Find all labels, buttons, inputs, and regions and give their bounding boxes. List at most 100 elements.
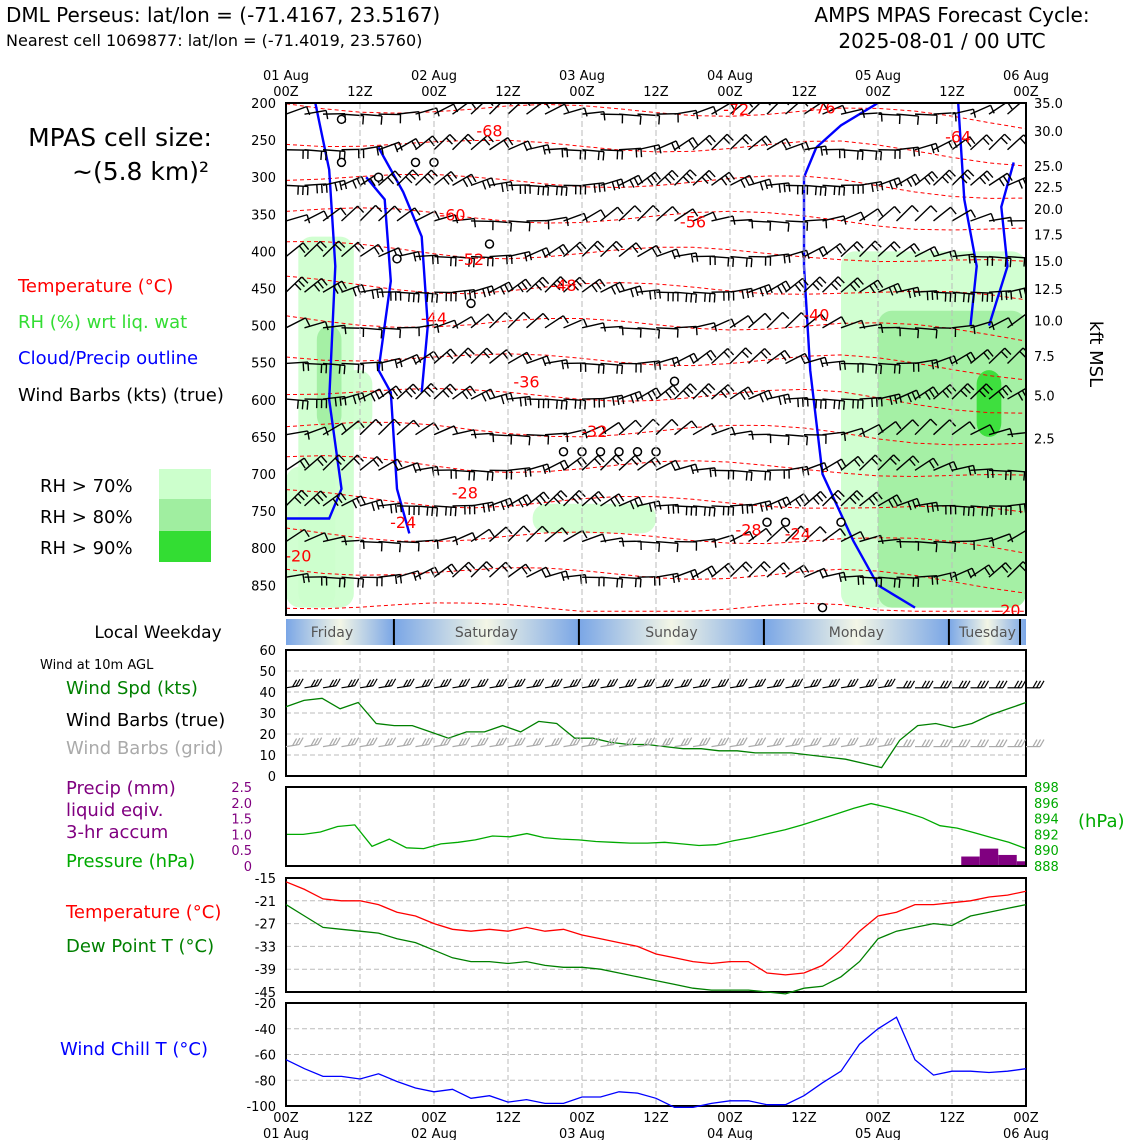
wind-barb xyxy=(341,205,365,222)
wind-barb-staff xyxy=(748,312,766,329)
wind-barb-feather xyxy=(720,390,728,399)
wind-barb-feather xyxy=(454,214,459,224)
wind-barb xyxy=(970,134,994,151)
barb-feather xyxy=(720,737,726,746)
wind-barb-staff xyxy=(378,502,401,507)
wind-barb-feather xyxy=(489,103,494,107)
wind-barb-staff xyxy=(378,573,401,578)
wind-barb xyxy=(618,362,642,373)
wind-barb-feather xyxy=(664,176,672,184)
wind-barb-feather xyxy=(747,315,754,324)
wind-barb-feather xyxy=(984,567,991,576)
wind-barb-staff xyxy=(396,383,414,400)
wind-barb-feather xyxy=(316,458,324,467)
wind-barb-feather xyxy=(701,389,709,398)
wind-barb-staff xyxy=(526,433,549,437)
wind10m-barb-true xyxy=(415,678,434,689)
wind-barb-staff xyxy=(951,351,972,365)
wind-barb-feather xyxy=(983,352,990,360)
wind-barb-feather xyxy=(825,219,828,229)
wind-barb-feather xyxy=(672,384,680,393)
wind10m-barb-true xyxy=(507,678,526,689)
weekday-strip: Friday Saturday Sunday Monday Tuesday xyxy=(286,619,1026,645)
wind-barb-staff xyxy=(489,254,512,258)
wind-barb xyxy=(970,170,994,186)
wind10m-barb-true xyxy=(563,678,582,689)
wind-barb-feather xyxy=(523,525,531,533)
wind-barb-feather xyxy=(307,573,310,583)
wind-barb-feather xyxy=(695,326,698,336)
wind-barb-feather xyxy=(343,151,346,161)
wind-barb xyxy=(581,490,605,507)
wind-barb-feather xyxy=(616,180,621,190)
barb-feather xyxy=(409,737,415,745)
wind-barb-staff xyxy=(951,567,973,578)
kft-tick-label: 15.0 xyxy=(1034,255,1063,270)
wind-barb-feather xyxy=(689,383,697,391)
wind-barb-staff xyxy=(507,395,530,400)
wind-barb xyxy=(674,109,699,120)
wind-barb-feather xyxy=(453,425,459,435)
wind-barb-staff xyxy=(803,184,826,188)
temp-contour-label: -32 xyxy=(581,422,607,441)
kft-tick-label: 22.5 xyxy=(1034,181,1063,196)
wind-barb-staff xyxy=(877,113,901,116)
barb-feather xyxy=(965,680,971,689)
wind-barb-feather xyxy=(635,242,643,251)
wind-barb-feather xyxy=(879,365,883,375)
wind-barb-staff xyxy=(526,247,547,258)
wind-barb-feather xyxy=(1029,287,1031,296)
wind-barb xyxy=(840,277,864,293)
wind-barb-staff xyxy=(1007,387,1026,400)
wind-barb xyxy=(729,174,755,188)
wind-barb xyxy=(803,462,829,473)
temp-contour-label: -48 xyxy=(550,276,576,295)
barb-feather xyxy=(687,678,693,687)
wind10m-barb-true xyxy=(359,678,378,689)
barb-feather xyxy=(421,738,427,746)
barb-feather xyxy=(384,738,390,746)
wind-barb xyxy=(489,561,513,578)
wind-barb xyxy=(563,107,588,117)
wind-barb-feather xyxy=(1006,172,1013,182)
pressure-tick-label: 700 xyxy=(251,468,276,483)
barb-feather xyxy=(554,737,560,746)
wind-barb-staff xyxy=(803,218,826,222)
page-subtitle: Nearest cell 1069877: lat/lon = (-71.401… xyxy=(6,31,422,50)
wind-barb-staff xyxy=(840,149,863,152)
wind-barb-feather xyxy=(768,390,773,399)
wind-barb xyxy=(359,388,385,402)
wind-barb-feather xyxy=(860,211,866,221)
wind10m-barb-true xyxy=(896,680,916,689)
wind-barb-staff xyxy=(433,171,452,186)
wind-barb-staff xyxy=(322,149,345,152)
barb-feather xyxy=(909,739,916,747)
wind-barb-staff xyxy=(618,390,640,400)
wind10m-barb-grid xyxy=(378,737,397,748)
wind-barb-feather xyxy=(820,146,824,156)
wind-barb-staff xyxy=(544,570,567,578)
barb-feather xyxy=(628,678,634,687)
wind-barb-feather xyxy=(761,138,768,147)
barb-feather xyxy=(928,680,934,689)
wind-barb-feather xyxy=(857,277,864,285)
wind-barb-feather xyxy=(391,388,399,397)
wind-barb-feather xyxy=(692,208,699,217)
wind-barb-feather xyxy=(431,507,434,517)
wind-barb-feather xyxy=(1010,217,1013,227)
wind-barb xyxy=(433,171,458,186)
temp-contour-label: -44 xyxy=(421,309,447,328)
wind-barb-staff xyxy=(415,210,436,222)
wind-barb-feather xyxy=(823,568,829,577)
wind-barb xyxy=(840,362,864,373)
wind-barb-staff xyxy=(433,214,456,222)
wind-barb-staff xyxy=(711,133,728,151)
wind-barb xyxy=(766,182,791,193)
wind-barb-feather xyxy=(594,458,602,466)
wind-barb-staff xyxy=(711,171,730,186)
barb-feather xyxy=(317,737,323,745)
wind-barb xyxy=(618,147,643,158)
wind-barb xyxy=(988,384,1013,400)
wind-barb-staff xyxy=(600,454,617,471)
wind-barb xyxy=(304,490,328,507)
